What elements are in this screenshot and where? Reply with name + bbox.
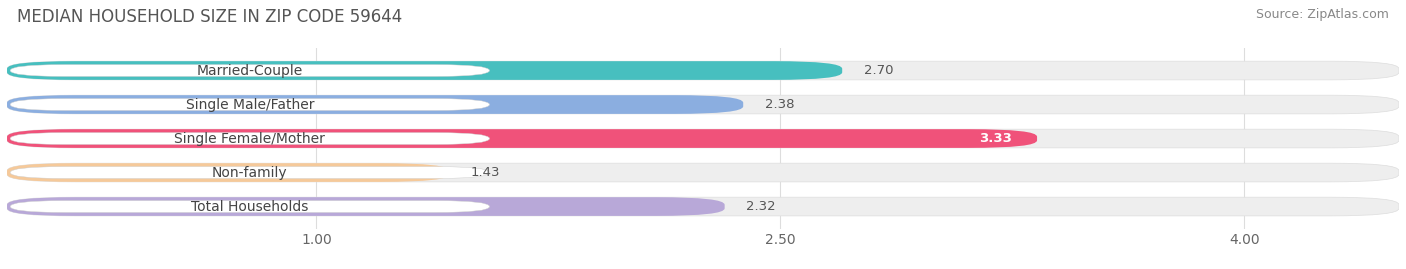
Text: 2.70: 2.70	[863, 64, 893, 77]
Text: Non-family: Non-family	[212, 165, 288, 179]
FancyBboxPatch shape	[7, 197, 724, 216]
FancyBboxPatch shape	[7, 61, 842, 80]
FancyBboxPatch shape	[10, 98, 489, 111]
FancyBboxPatch shape	[7, 129, 1399, 148]
FancyBboxPatch shape	[7, 197, 1399, 216]
FancyBboxPatch shape	[7, 95, 1399, 114]
Text: Married-Couple: Married-Couple	[197, 63, 302, 77]
FancyBboxPatch shape	[7, 129, 1038, 148]
Text: 3.33: 3.33	[980, 132, 1012, 145]
Text: 2.38: 2.38	[765, 98, 794, 111]
Text: 1.43: 1.43	[471, 166, 501, 179]
Text: Source: ZipAtlas.com: Source: ZipAtlas.com	[1256, 8, 1389, 21]
Text: MEDIAN HOUSEHOLD SIZE IN ZIP CODE 59644: MEDIAN HOUSEHOLD SIZE IN ZIP CODE 59644	[17, 8, 402, 26]
FancyBboxPatch shape	[7, 163, 450, 182]
Text: 2.32: 2.32	[747, 200, 776, 213]
FancyBboxPatch shape	[7, 163, 1399, 182]
FancyBboxPatch shape	[10, 201, 489, 213]
Text: Single Male/Father: Single Male/Father	[186, 98, 314, 112]
Text: Single Female/Mother: Single Female/Mother	[174, 132, 325, 146]
FancyBboxPatch shape	[10, 167, 489, 179]
FancyBboxPatch shape	[10, 133, 489, 144]
FancyBboxPatch shape	[10, 65, 489, 76]
Text: Total Households: Total Households	[191, 200, 308, 214]
FancyBboxPatch shape	[7, 95, 744, 114]
FancyBboxPatch shape	[7, 61, 1399, 80]
